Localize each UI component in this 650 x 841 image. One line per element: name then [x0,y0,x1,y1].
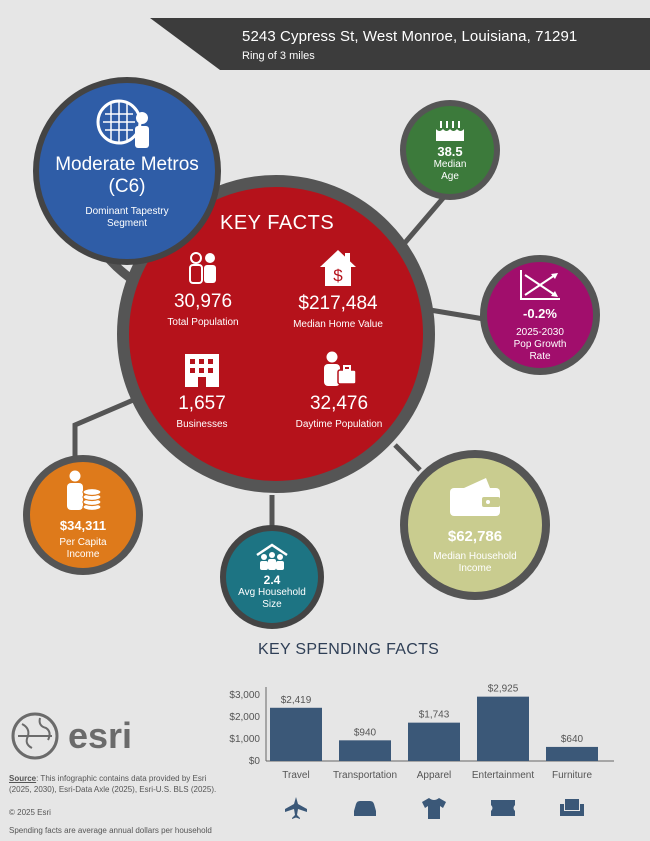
per-capita-income-label-line2: Income [66,548,100,560]
ring-text: Ring of 3 miles [242,50,315,62]
tapestry-circle: Moderate Metros (C6) Dominant Tapestry S… [33,77,221,265]
avg-household-size-value: 2.4 [263,573,281,587]
businesses-label: Businesses [176,419,228,430]
total-population-value: 30,976 [173,291,233,312]
car-icon [354,801,376,816]
source-key: Source [9,774,37,783]
median-home-value-label: Median Home Value [293,319,383,330]
per-capita-income-label: Per Capita Income [59,537,106,561]
bar-furniture [546,746,598,761]
y-tick-label: $1,000 [229,734,260,745]
per-capita-income-label-line1: Per Capita [59,536,107,548]
total-population: 30,976 Total Population [160,250,246,328]
ticket-icon [491,800,515,816]
pop-growth-label: 2025-2030 Pop Growth Rate [514,327,567,363]
pop-growth-label-line1: 2025-2030 [516,326,564,338]
category-label: Entertainment [472,770,534,781]
spending-note: Spending facts are average annual dollar… [9,826,212,835]
data-label: $640 [561,734,584,745]
category-label: Apparel [417,770,451,781]
source-text-2: (2025, 2030), Esri-Data Axle (2025), Esr… [9,785,217,794]
growth-chart-icon [520,269,560,300]
cake-icon [436,120,464,141]
tapestry-name-line1: Moderate Metros [55,154,199,175]
pop-growth-label-line3: Rate [529,350,551,362]
pop-growth-value: -0.2% [523,305,557,321]
bar-travel [270,707,322,761]
avg-household-size-label-line1: Avg Household [238,587,306,598]
data-label: $2,419 [281,695,312,706]
avg-household-size-label: Avg Household Size [238,587,306,611]
avg-household-size-label-line2: Size [262,599,282,610]
connector-income [393,443,422,472]
bar-entertainment [477,696,529,761]
pop-growth-label-line2: Pop Growth [513,338,567,350]
tshirt-icon [422,798,446,819]
data-label: $2,925 [488,684,519,695]
y-tick-label: $3,000 [229,690,260,701]
address-text: 5243 Cypress St, West Monroe, Louisiana,… [242,28,578,45]
people-icon [189,252,216,284]
tapestry-label-line1: Dominant Tapestry [85,206,169,217]
median-age-label: Median Age [434,159,467,183]
tapestry-name-line2: (C6) [108,176,146,197]
category-label: Furniture [552,770,592,781]
header-banner [150,18,650,70]
bar-transportation [339,740,391,761]
per-capita-income-circle: $34,311 Per Capita Income [23,455,143,575]
person-coins-icon [67,470,102,511]
armchair-icon [560,799,584,816]
daytime-population: 32,476 Daytime Population [284,350,394,430]
median-household-income-label-line1: Median Household [433,550,517,562]
data-label: $1,743 [419,710,450,721]
house-dollar-icon: $ [320,250,356,286]
per-capita-income-value: $34,311 [59,517,107,533]
header: 5243 Cypress St, West Monroe, Louisiana,… [242,28,577,62]
median-home-value: $ $217,484 Median Home Value [283,248,393,330]
pop-growth-circle: -0.2% 2025-2030 Pop Growth Rate [480,255,600,375]
spending-title: KEY SPENDING FACTS [258,641,440,658]
total-population-label: Total Population [167,317,239,328]
source-text: : This infographic contains data provide… [36,774,207,783]
svg-text:$: $ [333,266,343,285]
data-label: $940 [354,727,377,738]
median-household-income-label: Median Household Income [433,551,516,575]
building-icon [185,354,219,387]
tapestry-icon [96,99,149,148]
worker-briefcase-icon [324,351,357,386]
daytime-population-value: 32,476 [309,393,369,414]
median-age-label-line1: Median [433,158,467,170]
bar-apparel [408,722,460,761]
esri-wordmark: esri [68,715,132,756]
median-age-value: 38.5 [437,143,463,159]
median-household-income-circle: $62,786 Median Household Income [400,450,550,600]
key-facts-title: KEY FACTS [220,212,335,234]
daytime-population-label: Daytime Population [295,419,383,430]
median-age-circle: 38.5 Median Age [400,100,500,200]
tapestry-label-line2: Segment [106,218,147,229]
y-tick-label: $0 [249,756,261,767]
avg-household-size-circle: 2.4 Avg Household Size [220,525,324,629]
connector-percap [72,392,146,462]
businesses-value: 1,657 [178,393,226,414]
median-household-income-label-line2: Income [458,562,492,574]
median-home-value-value: $217,484 [298,293,378,314]
family-house-icon [256,543,288,570]
wallet-icon [450,477,500,516]
copyright: © 2025 Esri [9,808,51,817]
category-label: Travel [282,770,309,781]
esri-logo: esri [11,712,132,760]
spending-chart: $0 $1,000 $2,000 $3,000 $2,419 Travel $940 Tran… [229,684,614,819]
tapestry-name: Moderate Metros (C6) [55,154,199,198]
airplane-icon [285,797,307,819]
median-age-label-line2: Age [441,170,459,182]
category-label: Transportation [333,770,397,781]
median-household-income-value: $62,786 [447,527,503,545]
businesses: 1,657 Businesses [162,350,242,430]
source-note: Source: This infographic contains data p… [9,773,216,795]
y-tick-label: $2,000 [229,712,260,723]
tapestry-label: Dominant Tapestry Segment [85,206,168,230]
